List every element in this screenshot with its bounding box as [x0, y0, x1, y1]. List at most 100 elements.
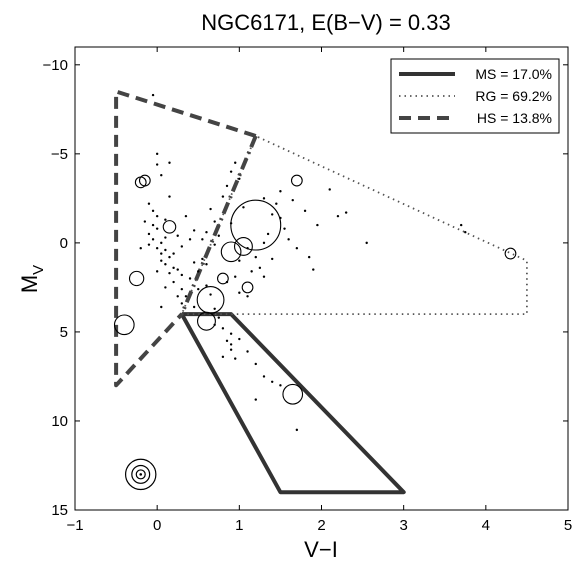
star-dot: [147, 202, 151, 205]
star-dot: [151, 209, 155, 213]
star-dot: [160, 305, 163, 309]
star-dot: [287, 238, 290, 241]
star-dot: [262, 375, 266, 378]
scale-marker: [124, 458, 157, 491]
y-axis-label-main: M: [17, 275, 42, 293]
star-dot: [291, 198, 294, 202]
x-tick-label: 3: [399, 517, 407, 534]
region-rg-boundary: [180, 135, 528, 316]
y-tick-label: 5: [60, 324, 68, 341]
star-dot: [168, 195, 171, 198]
star-dot: [283, 227, 286, 230]
x-axis-label: V−I: [304, 537, 338, 562]
star-dot: [188, 277, 192, 280]
dots-layer: [139, 93, 467, 432]
legend-box: [390, 58, 560, 134]
star-dot: [316, 223, 319, 227]
y-tick-label: 15: [51, 502, 68, 519]
region-hs-boundary: [114, 89, 257, 388]
star-dot: [229, 170, 233, 173]
star-dot: [213, 243, 216, 246]
legend-label: RG = 69.2%: [475, 88, 552, 104]
star-dot: [168, 271, 171, 275]
star-dot: [151, 223, 155, 227]
x-tick-label: 0: [153, 517, 161, 534]
star-dot: [459, 223, 463, 227]
star-circle: [162, 220, 177, 234]
star-circle: [128, 270, 145, 287]
star-dot: [279, 384, 282, 387]
x-tick-label: 5: [564, 517, 572, 534]
star-dot: [160, 174, 163, 177]
star-dot: [271, 213, 274, 216]
star-dot: [192, 229, 196, 232]
star-dot: [192, 261, 196, 264]
y-tick-label: 0: [60, 235, 68, 252]
star-dot: [188, 238, 192, 241]
star-circle: [282, 383, 304, 405]
star-dot: [201, 238, 204, 241]
y-axis-label: MV: [17, 265, 47, 293]
star-circle: [290, 174, 303, 187]
star-dot: [172, 280, 175, 284]
x-tick-label: 1: [235, 517, 243, 534]
star-dot: [234, 161, 237, 164]
star-dot: [295, 428, 299, 432]
star-dot: [213, 307, 216, 310]
star-dot: [147, 243, 151, 246]
star-dot: [307, 255, 311, 259]
star-dot: [172, 266, 175, 270]
star-dot: [180, 302, 184, 305]
star-dot: [164, 248, 167, 252]
star-dot: [180, 287, 184, 291]
star-dot: [238, 291, 241, 294]
star-dot: [221, 327, 225, 330]
star-dot: [176, 234, 179, 237]
star-dot: [250, 270, 253, 273]
star-dot: [143, 220, 147, 223]
star-dot: [155, 163, 159, 166]
star-dot: [238, 259, 241, 262]
star-dot: [344, 211, 348, 214]
x-tick-label: −1: [66, 517, 83, 534]
star-dot: [328, 188, 331, 191]
star-circle: [113, 314, 135, 336]
star-dot: [192, 305, 196, 309]
star-dot: [172, 252, 175, 255]
star-circle: [220, 241, 242, 263]
legend: MS = 17.0% RG = 69.2% HS = 13.8%: [390, 58, 560, 134]
star-dot: [221, 195, 225, 198]
star-dot: [164, 286, 167, 289]
y-axis-label-subscript: V: [30, 265, 47, 275]
x-axis: −1 0 1 2 3 4 5: [66, 47, 572, 534]
star-dot: [234, 357, 237, 360]
star-dot: [164, 263, 167, 266]
star-dot: [303, 209, 307, 213]
star-dot: [160, 259, 163, 262]
star-dot: [180, 245, 184, 248]
star-dot: [246, 295, 249, 298]
star-dot: [139, 247, 142, 250]
star-dot: [238, 177, 241, 180]
legend-label: HS = 13.8%: [477, 110, 552, 126]
scale-ring: [131, 464, 151, 484]
star-circle: [196, 285, 225, 314]
star-dot: [160, 241, 163, 245]
star-dot: [168, 255, 171, 259]
scale-ring: [124, 458, 157, 491]
star-dot: [229, 332, 233, 335]
star-dot: [258, 266, 262, 270]
star-dot: [365, 241, 368, 245]
star-dot: [151, 238, 155, 241]
star-dot: [229, 348, 233, 351]
star-dot: [205, 231, 208, 234]
star-dot: [271, 380, 274, 383]
star-circle: [230, 199, 282, 251]
circles-layer: [113, 174, 517, 405]
star-dot: [164, 218, 167, 221]
region-ms-boundary: [180, 312, 406, 495]
star-dot: [147, 232, 151, 236]
star-dot: [184, 295, 188, 298]
star-dot: [246, 350, 249, 353]
